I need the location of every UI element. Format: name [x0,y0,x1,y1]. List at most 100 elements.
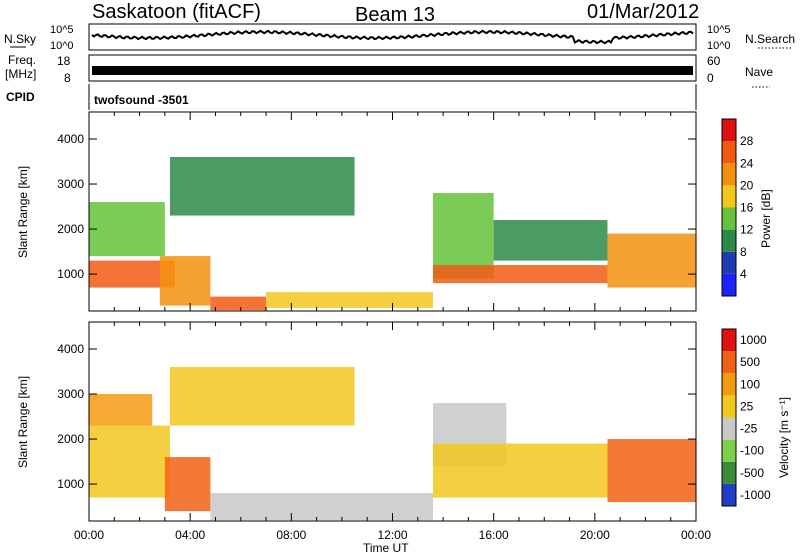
time-tick-label: 12:00 [377,528,407,542]
noise-right-tick-bottom: 10^0 [707,40,731,52]
freq-tick-top: 18 [57,54,71,68]
colorbar-swatch [722,373,736,396]
frequency-panel-frame [88,54,697,82]
heatmap-region-2 [159,256,211,306]
heatmap-region-7 [607,439,696,503]
colorbar-swatch [722,251,736,274]
noise-panel-frame [88,23,697,51]
nave-tick-bottom: 0 [707,71,714,85]
colorbar-swatch [722,207,736,230]
power-heatmap [89,157,696,311]
heatmap-region-1 [89,394,153,426]
colorbar-frame [721,328,737,507]
colorbar-swatch [722,273,736,296]
colorbar-swatch [722,141,736,164]
y-tick-label: 3000 [57,177,84,191]
noise-trace [91,29,694,45]
velocity-ylabel: Slant Range [km] [16,376,30,468]
time-axis-ticks: 00:00 04:00 08:00 12:00 16:00 20:00 00:00 [74,528,711,542]
heatmap-region-7 [432,265,608,284]
colorbar-swatch [722,461,736,484]
noise-left-label: N.Sky [4,32,36,46]
colorbar-tick-label: 25 [740,399,754,413]
heatmap-region-1 [89,202,165,257]
cpid-panel: CPID twofsound -3501 [6,84,697,110]
colorbar-swatch [722,329,736,352]
heatmap-region-8 [493,220,608,261]
heatmap-region-3 [210,296,267,311]
colorbar-swatch [722,119,736,142]
nave-tick-top: 60 [707,54,721,68]
colorbar-tick-label: -25 [740,422,758,436]
heatmap-region-9 [607,233,696,288]
colorbar-swatch [722,439,736,462]
colorbar-tick-label: 500 [740,355,760,369]
colorbar-tick-label: 28 [740,134,754,148]
power-ylabel: Slant Range [km] [16,166,30,258]
colorbar-tick-label: -500 [740,466,764,480]
colorbar-tick-label: 12 [740,223,754,237]
frequency-trace [92,66,693,75]
heatmap-region-2 [164,457,211,512]
colorbar-tick-label: 4 [740,267,747,281]
heatmap-region-0 [89,425,170,498]
freq-label: Freq. [8,53,36,67]
power-colorbar: 4 8 12 16 20 24 28 [721,118,754,297]
station-title: Saskatoon (fitACF) [92,1,261,23]
colorbar-tick-label: 16 [740,201,754,215]
velocity-heatmap [89,367,696,521]
cpid-label: CPID [6,90,35,104]
time-tick-label: 20:00 [580,528,610,542]
noise-left-tick-bottom: 10^0 [50,40,74,52]
y-tick-label: 4000 [57,342,84,356]
colorbar-swatch [722,229,736,252]
time-tick-label: 00:00 [681,528,711,542]
y-tick-label: 1000 [57,267,84,281]
colorbar-swatch [722,185,736,208]
colorbar-tick-label: 24 [740,156,754,170]
velocity-panel: 1000 2000 3000 4000 Slant Range [km] 1000 50… [16,321,791,522]
colorbar-tick-label: 100 [740,377,760,391]
frequency-panel: Freq. [MHz] 18 8 60 0 Nave [5,53,773,88]
date-title: 01/Mar/2012 [587,1,699,23]
time-axis-label: Time UT [363,541,409,554]
colorbar-tick-label: 1000 [740,333,767,347]
velocity-colorbar: 1000 500 100 25 -25 -100 -500 -1000 [721,328,771,507]
freq-unit-label: [MHz] [5,67,36,81]
colorbar-tick-label: -1000 [740,488,771,502]
power-panel: 1000 2000 3000 4000 Slant Range [km] 4 8 12 16… [16,111,773,312]
power-colorbar-label: Power [dB] [759,189,773,248]
colorbar-frame [721,118,737,297]
heatmap-region-3 [210,493,433,521]
time-tick-label: 08:00 [276,528,306,542]
power-axes: 1000 2000 3000 4000 [57,112,697,311]
heatmap-region-5 [266,292,433,308]
cpid-value: twofsound -3501 [94,93,189,107]
colorbar-swatch [722,163,736,186]
y-tick-label: 2000 [57,222,84,236]
velocity-colorbar-label: Velocity [m s⁻¹] [777,397,791,478]
colorbar-tick-label: 8 [740,245,747,259]
y-tick-label: 3000 [57,387,84,401]
beam-title: Beam 13 [355,4,435,26]
colorbar-tick-label: -100 [740,444,764,458]
velocity-axes: 1000 2000 3000 4000 [57,322,697,521]
y-tick-label: 4000 [57,132,84,146]
y-tick-label: 1000 [57,477,84,491]
noise-right-label: N.Search [745,32,795,46]
freq-tick-bottom: 8 [64,71,71,85]
time-tick-label: 04:00 [175,528,205,542]
heatmap-region-4 [169,367,355,426]
colorbar-swatch [722,395,736,418]
heatmap-region-4 [169,157,355,216]
time-tick-label: 00:00 [74,528,104,542]
colorbar-swatch [722,417,736,440]
noise-right-tick-top: 10^5 [707,24,731,36]
time-tick-label: 16:00 [479,528,509,542]
y-tick-label: 2000 [57,432,84,446]
noise-panel: N.Sky 10^5 10^0 10^5 10^0 N.Search [4,23,795,52]
colorbar-tick-label: 20 [740,178,754,192]
colorbar-swatch [722,483,736,506]
noise-left-tick-top: 10^5 [50,24,74,36]
